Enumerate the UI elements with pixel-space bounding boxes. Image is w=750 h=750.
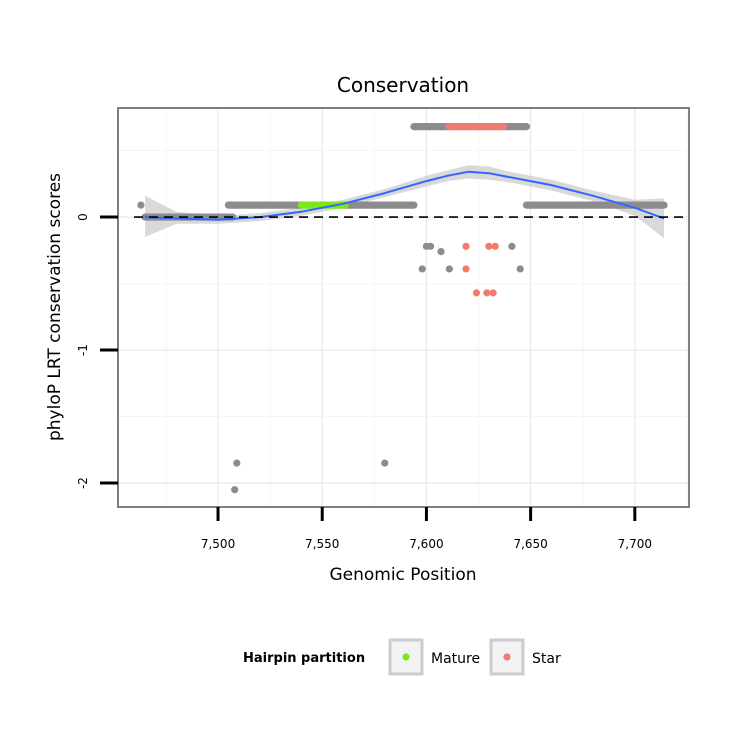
x-tick-label: 7,500: [201, 537, 235, 551]
data-point-other: [426, 242, 435, 250]
smooth-trend-line: [145, 170, 665, 221]
y-tick-label: -1: [76, 344, 90, 356]
y-axis-label: phyloP LRT conservation scores: [45, 173, 65, 441]
data-point-other: [437, 248, 445, 256]
x-axis-ticks: 7,500 7,550 7,600 7,650 7,700: [201, 507, 652, 551]
legend-dot-mature: [402, 653, 410, 661]
data-point-other: [508, 242, 516, 250]
data-point-star: [485, 242, 493, 250]
x-axis-label: Genomic Position: [329, 565, 476, 585]
y-tick-label: -2: [76, 477, 90, 489]
data-point-other: [233, 459, 241, 467]
data-point-star: [489, 289, 497, 297]
data-point-star: [462, 265, 470, 273]
x-tick-label: 7,550: [305, 537, 339, 551]
legend-label-star: Star: [532, 651, 561, 667]
data-point-star: [462, 242, 470, 250]
data-point-other: [418, 265, 426, 273]
x-tick-label: 7,700: [618, 537, 652, 551]
data-point-other: [445, 265, 453, 273]
legend-item-star: Star: [489, 638, 561, 676]
data-point-star: [483, 289, 491, 297]
smooth-line-layer: [145, 170, 665, 221]
grid-lines: [118, 108, 689, 507]
data-point-star: [472, 289, 481, 297]
confidence-ribbon-layer: [145, 165, 665, 239]
legend-title: Hairpin partition: [243, 651, 365, 666]
legend-dot-star: [503, 653, 511, 661]
plot-panel-border: [117, 107, 690, 508]
legend: Hairpin partition Mature Star: [243, 638, 561, 676]
y-axis-ticks: 0 -1 -2: [76, 213, 118, 489]
data-point-star: [491, 242, 499, 250]
data-point-other: [231, 486, 239, 494]
data-point-other: [381, 459, 389, 467]
chart-title: Conservation: [337, 73, 469, 97]
x-tick-label: 7,600: [409, 537, 443, 551]
legend-label-mature: Mature: [431, 651, 480, 667]
x-tick-label: 7,650: [513, 537, 547, 551]
legend-item-mature: Mature: [388, 638, 480, 676]
data-point-other: [516, 265, 524, 273]
y-tick-label: 0: [76, 213, 90, 221]
confidence-ribbon: [145, 165, 665, 239]
data-point-other: [137, 201, 145, 209]
